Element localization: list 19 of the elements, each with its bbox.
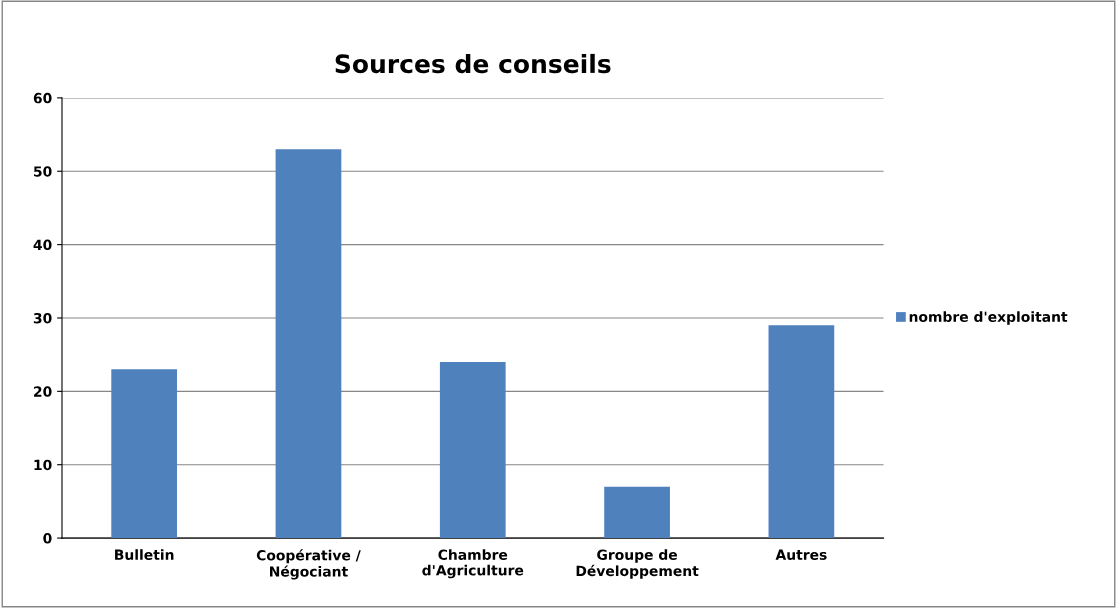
bar (111, 369, 178, 539)
bar (768, 325, 835, 539)
y-tick-label: 40 (33, 239, 52, 251)
y-tick-label: 20 (34, 386, 52, 397)
bar (604, 486, 670, 539)
bar (275, 149, 342, 539)
x-tick-label: Chambre d'Agriculture (422, 549, 524, 579)
legend-label: nombre d'exploitant (909, 311, 1068, 325)
bar (439, 362, 506, 539)
y-tick-label: 60 (33, 92, 52, 104)
chart-title: Sources de conseils (335, 53, 611, 74)
x-tick-label: Coopérative / Négociant (256, 549, 361, 580)
x-tick-label: Bulletin (115, 549, 174, 560)
y-tick-label: 50 (34, 166, 52, 177)
y-tick-label: 30 (33, 312, 52, 324)
x-tick-label: Autres (775, 549, 827, 560)
x-tick-label: Groupe de Développement (576, 549, 699, 579)
y-tick-label: 10 (34, 459, 52, 471)
y-tick-label: 0 (43, 533, 52, 544)
